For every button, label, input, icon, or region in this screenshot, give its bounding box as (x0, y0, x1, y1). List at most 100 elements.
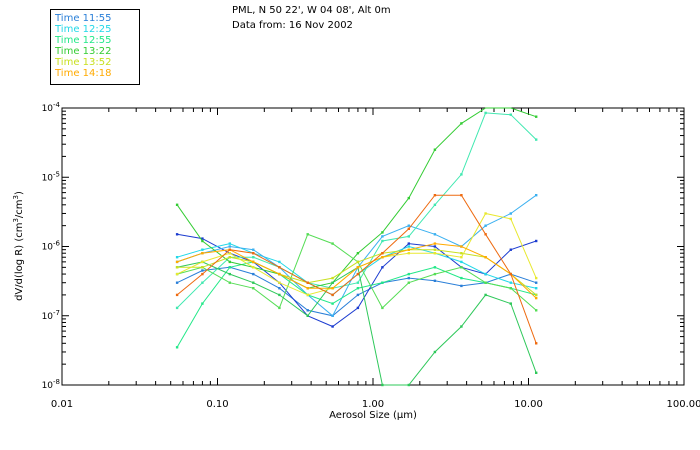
data-point (381, 235, 384, 238)
series-line (176, 112, 537, 309)
data-point (278, 272, 281, 276)
legend-entry: Time 13:52 (55, 57, 112, 68)
data-point (381, 252, 384, 255)
data-point (407, 383, 410, 387)
y-tick-mantissa: 10 (42, 312, 54, 322)
data-point (433, 279, 437, 282)
data-point (535, 293, 538, 297)
data-point (306, 281, 309, 284)
y-axis-label: dV/d(log R) (cm3/cm3) (12, 191, 25, 301)
data-point (460, 260, 463, 264)
data-point (381, 266, 384, 269)
data-point (433, 148, 437, 151)
data-point (381, 231, 384, 234)
data-point (407, 281, 410, 284)
data-point (433, 272, 437, 276)
x-tick-label: 10.00 (514, 399, 543, 410)
data-point (356, 260, 360, 264)
data-point (460, 276, 463, 280)
data-point (228, 281, 231, 284)
data-point (535, 194, 538, 197)
data-point (433, 194, 437, 197)
data-point (175, 233, 179, 236)
data-point (228, 245, 231, 248)
series-line (176, 243, 537, 299)
data-point (509, 212, 512, 215)
data-point (433, 252, 437, 255)
y-tick-exponent: -7 (53, 309, 60, 317)
data-point (252, 260, 255, 264)
data-point (201, 281, 204, 284)
data-point (201, 260, 204, 264)
data-point (535, 138, 538, 141)
data-point (228, 252, 231, 255)
data-point (407, 245, 410, 248)
y-tick-exponent: -5 (53, 170, 60, 178)
data-point (381, 306, 384, 310)
data-point (460, 194, 463, 197)
x-tick-labels: 0.01 0.10 1.00 10.00 100.00 (51, 399, 700, 410)
data-point (252, 256, 255, 259)
data-point (535, 371, 538, 374)
data-point (306, 314, 309, 317)
data-point (509, 217, 512, 221)
data-point (175, 293, 179, 297)
data-point (460, 256, 463, 259)
y-tick-label: 10-8 (42, 378, 60, 391)
data-point (356, 306, 360, 310)
series-layer (175, 107, 538, 387)
data-point (433, 203, 437, 206)
data-point (407, 196, 410, 200)
data-point (460, 284, 463, 288)
data-point (460, 325, 463, 328)
data-point (433, 233, 437, 236)
data-point (331, 281, 334, 284)
data-point (535, 239, 538, 243)
data-point (331, 314, 334, 317)
date-subtitle: Data from: 16 Nov 2002 (232, 20, 353, 31)
data-point (407, 252, 410, 255)
data-point (484, 224, 487, 227)
data-point (407, 227, 410, 230)
data-point (509, 272, 512, 276)
legend-entry: Time 14:18 (55, 68, 112, 79)
data-point (331, 325, 334, 328)
y-tick-label: 10-6 (42, 240, 61, 253)
site-title: PML, N 50 22', W 04 08', Alt 0m (232, 5, 391, 16)
data-point (175, 203, 179, 206)
data-point (433, 266, 437, 269)
data-point (175, 281, 179, 284)
data-point (331, 302, 334, 305)
data-point (278, 293, 281, 297)
data-point (484, 233, 487, 236)
data-point (356, 272, 360, 276)
x-tick-label: 100.00 (667, 399, 700, 410)
data-point (252, 287, 255, 290)
data-point (306, 309, 309, 312)
data-point (278, 287, 281, 290)
y-label-sup1: 3 (12, 218, 20, 222)
y-tick-exponent: -6 (53, 240, 61, 248)
data-point (484, 293, 487, 297)
data-point (407, 235, 410, 238)
data-point (433, 245, 437, 248)
data-point (175, 266, 179, 269)
data-point (175, 272, 179, 276)
data-point (535, 342, 538, 345)
series-9 (175, 260, 538, 387)
data-point (356, 287, 360, 290)
data-point (278, 260, 281, 264)
data-point (484, 272, 487, 276)
data-point (201, 272, 204, 276)
data-point (228, 260, 231, 264)
data-point (535, 309, 538, 312)
x-tick-label: 0.10 (206, 399, 228, 410)
data-point (407, 224, 410, 227)
y-tick-exponent: -8 (53, 378, 60, 386)
data-point (201, 269, 204, 272)
legend-entry: Time 12:25 (55, 24, 112, 35)
data-point (306, 293, 309, 297)
data-point (509, 248, 512, 251)
data-point (535, 276, 538, 280)
data-point (535, 296, 538, 300)
